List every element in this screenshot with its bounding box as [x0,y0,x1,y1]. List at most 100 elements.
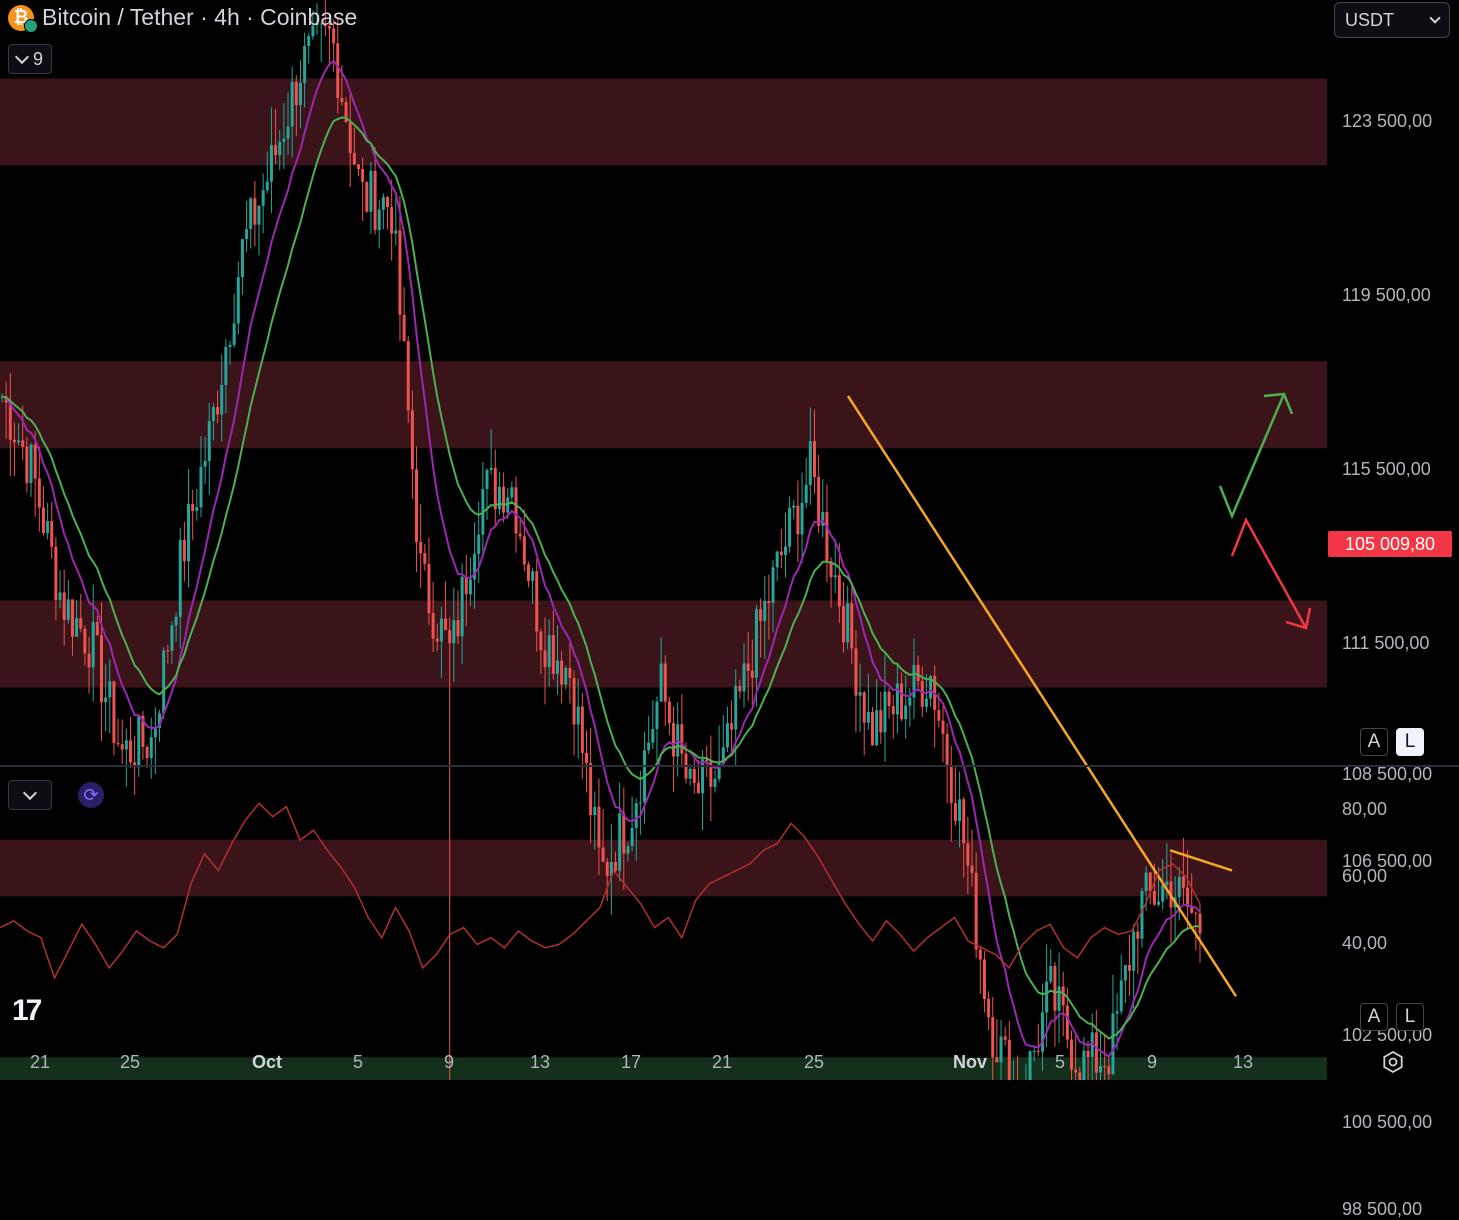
candle-body [37,478,41,508]
candle-body [1107,1066,1111,1075]
bearish-arrow [1230,517,1308,629]
candle-body [91,622,95,668]
candle-body [1045,981,1049,1013]
resistance-zone-2 [0,600,1327,688]
candle-body [904,705,908,720]
candle-body [987,998,991,1018]
candle-body [597,806,601,848]
candle-body [937,710,941,721]
candle-body [779,551,783,556]
candle-body [730,723,734,730]
candle-body [87,653,91,668]
candle-body [879,710,883,733]
candle-body [1057,986,1061,1011]
sync-icon[interactable]: ⟳ [78,782,104,808]
time-tick-label: 13 [529,1052,551,1072]
candle-body [307,36,311,47]
candle-body [982,959,986,999]
support-zone-0 [0,1057,1327,1080]
rsi-pane-toggle-button[interactable] [8,780,52,810]
candle-body [842,606,846,643]
candle-body [162,650,166,714]
candle-body [456,620,460,637]
chevron-down-icon [14,49,30,65]
candle-body [692,768,696,783]
moving-averages-layer [1,59,1201,1059]
settings-gear-icon[interactable] [1381,1050,1405,1074]
ema-fast-line [1,59,1201,1059]
candle-body [477,534,481,554]
candle-body [962,799,966,844]
candle-body [1028,1051,1032,1080]
candle-body [269,145,273,182]
candle-body [485,469,489,490]
chart-canvas[interactable] [0,0,1459,1080]
candle-body [999,1036,1003,1063]
symbol-title[interactable]: Bitcoin / Tether · 4h · Coinbase [42,4,358,30]
candle-body [133,762,137,768]
candle-body [493,467,497,510]
candle-body [141,715,145,747]
candle-body [506,497,510,513]
candle-body [614,862,618,871]
price-tick-label: 106 500,00 [1342,850,1433,871]
candle-body [713,778,717,787]
candle-body [580,706,584,753]
candle-body [970,865,974,873]
candle-body [572,677,576,725]
downtrend-line [846,395,1238,998]
rsi-tick-label: 40,00 [1342,933,1388,954]
currency-select[interactable]: USDT [1334,2,1450,38]
candle-body [738,686,742,692]
candle-body [245,229,249,240]
candle-body [887,691,891,707]
rsi-divergence-line [1169,849,1233,872]
rsi-auto-scale-button[interactable]: A [1360,1003,1388,1031]
candle-body [373,170,377,230]
symbol-header[interactable]: ₿ Bitcoin / Tether · 4h · Coinbase [8,4,358,33]
candle-body [709,761,713,787]
candle-body [1148,872,1152,891]
candle-body [775,551,779,568]
candle-body [352,153,356,165]
candle-body [601,847,605,862]
candle-body [949,764,953,804]
resistance-zone-0 [0,78,1327,166]
candle-body [390,207,394,234]
candle-body [991,1017,995,1058]
candle-body [1194,912,1198,914]
candle-body [618,813,622,871]
candle-body [410,410,414,470]
candle-body [912,664,916,698]
rsi-log-scale-button[interactable]: L [1396,1003,1424,1031]
candle-body [908,697,912,706]
candle-body [850,603,854,649]
time-tick-label: 9 [1146,1052,1158,1072]
candle-body [825,512,829,562]
resistance-zone-1 [0,361,1327,449]
candle-body [406,341,410,411]
indicators-toggle-button[interactable]: 9 [8,44,53,74]
candle-body [112,681,116,744]
candle-body [1099,1066,1103,1073]
candle-body [945,733,949,765]
candle-body [514,487,518,534]
candle-body [58,592,62,601]
price-tick-label: 115 500,00 [1342,459,1431,479]
candle-body [50,521,54,547]
candle-body [502,486,506,513]
tradingview-logo[interactable]: 17 [12,994,42,1027]
candle-body [1119,980,1123,1012]
rsi-line [0,802,1201,980]
log-scale-button[interactable]: L [1396,728,1424,756]
candle-body [386,197,390,208]
candle-body [228,344,232,348]
candle-body [439,618,443,642]
candle-body [137,715,141,768]
candle-body [605,861,609,877]
ema-slow-line [1,116,1201,1040]
candle-body [66,599,70,620]
auto-scale-button[interactable]: A [1360,728,1388,756]
candle-body [1140,890,1144,939]
bitcoin-tether-icon: ₿ [8,4,38,33]
